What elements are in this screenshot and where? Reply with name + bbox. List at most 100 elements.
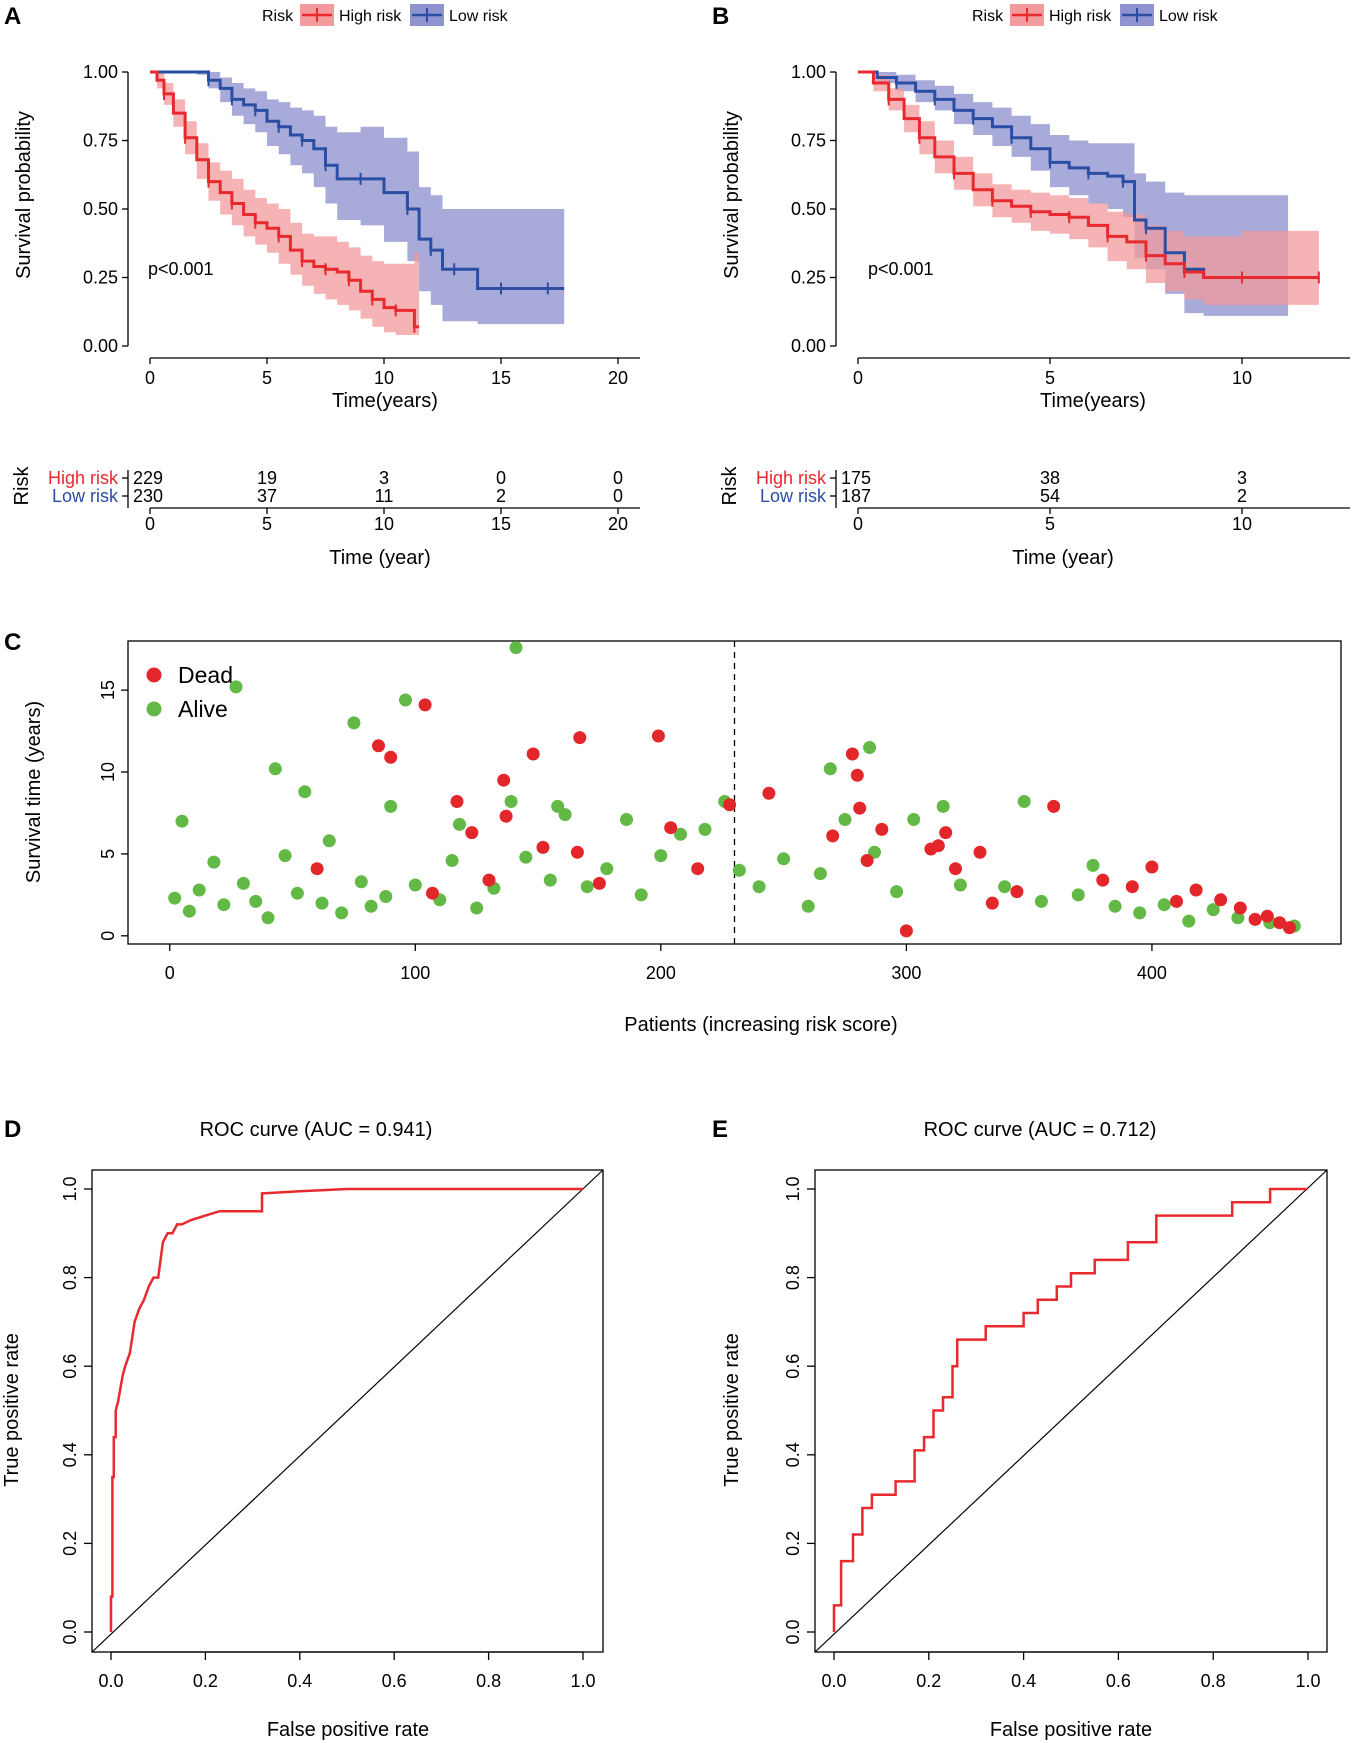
- roc-curve: [832, 1187, 1308, 1632]
- y-tick-label: 0.4: [60, 1442, 80, 1467]
- alive-point: [1182, 914, 1196, 928]
- ci-band-low-risk: [150, 72, 565, 325]
- alive-point: [453, 817, 466, 831]
- dead-point: [592, 876, 606, 890]
- km-legend-a: Risk High risk Low risk: [262, 4, 509, 26]
- risk-table-y-title: Risk: [11, 466, 33, 506]
- diagonal-reference-line: [814, 1169, 1328, 1653]
- dead-point: [845, 747, 859, 761]
- legend-label-low-risk: Low risk: [449, 8, 509, 25]
- y-tick-label: 0.50: [791, 199, 826, 219]
- x-tick-label: 0.2: [193, 1671, 218, 1691]
- x-tick-label: 0.4: [287, 1671, 312, 1691]
- dead-point: [426, 886, 439, 900]
- dead-point: [939, 826, 953, 840]
- risk-table-x-tick-label: 10: [374, 514, 394, 534]
- roc-plot-d: ROC curve (AUC = 0.941) True positive ra…: [1, 1119, 604, 1741]
- alive-point: [1017, 795, 1031, 808]
- dead-point: [1145, 860, 1159, 874]
- roc-curve: [109, 1187, 583, 1632]
- x-axis-title: Patients (increasing risk score): [624, 1014, 897, 1036]
- risk-count: 3: [1237, 468, 1247, 488]
- risk-count: 37: [257, 486, 277, 506]
- km-legend-b: Risk High risk Low risk: [972, 4, 1219, 26]
- dead-point: [1189, 883, 1203, 897]
- dead-point: [1096, 873, 1110, 887]
- x-tick-label: 100: [400, 963, 430, 983]
- legend-title: Risk: [262, 8, 294, 25]
- panel-label-c: C: [4, 629, 21, 656]
- alive-point: [558, 808, 572, 822]
- dead-point: [1282, 921, 1296, 935]
- alive-point: [379, 890, 393, 903]
- risk-table-x-tick-label: 0: [853, 514, 863, 534]
- x-tick-label: 0.2: [916, 1671, 941, 1691]
- y-tick-label: 0.6: [60, 1354, 80, 1379]
- x-tick-label: 0: [145, 368, 155, 388]
- x-axis-title: Time(years): [1040, 390, 1146, 412]
- panel-label-e: E: [712, 1116, 728, 1143]
- alive-point: [261, 911, 275, 925]
- dead-point: [1047, 799, 1061, 813]
- y-tick-label: 15: [98, 680, 118, 700]
- survival-curve-low-risk: [150, 70, 565, 290]
- alive-point: [445, 854, 459, 867]
- risk-count: 0: [613, 486, 623, 506]
- alive-point: [192, 883, 206, 897]
- alive-point: [752, 880, 766, 894]
- alive-point: [813, 867, 827, 881]
- y-tick-label: 0.75: [791, 131, 826, 151]
- alive-point: [298, 785, 312, 799]
- chart-title: ROC curve (AUC = 0.712): [924, 1119, 1157, 1141]
- x-tick-label: 0: [853, 368, 863, 388]
- alive-point: [777, 852, 791, 866]
- dead-point: [860, 854, 874, 867]
- dead-point: [482, 873, 496, 887]
- x-tick-label: 10: [1232, 368, 1252, 388]
- y-tick-label: 1.0: [783, 1176, 803, 1201]
- y-tick-label: 0.75: [83, 131, 118, 151]
- panel-label-d: D: [4, 1116, 21, 1143]
- survival-curve-high-risk: [858, 70, 1319, 279]
- dead-point: [573, 731, 587, 745]
- risk-count: 175: [841, 468, 871, 488]
- ci-band-high-risk: [150, 72, 420, 335]
- alive-point: [936, 799, 950, 813]
- risk-table-row-label: Low risk: [52, 486, 119, 506]
- x-tick-label: 0.6: [382, 1671, 407, 1691]
- risk-scatter-plot: Survival time (years) Patients (increasi…: [23, 640, 1342, 1036]
- alive-point: [620, 813, 633, 826]
- y-tick-label: 0.8: [783, 1265, 803, 1290]
- km-plot-b: Risk High risk Low risk Survival probabi…: [719, 4, 1350, 569]
- y-tick-label: 10: [98, 762, 118, 782]
- risk-count: 2: [1237, 486, 1247, 506]
- x-tick-label: 0.0: [98, 1671, 123, 1691]
- x-tick-label: 0.6: [1106, 1671, 1131, 1691]
- risk-table-x-title: Time (year): [329, 547, 430, 569]
- alive-point: [322, 834, 336, 848]
- alive-point: [654, 849, 668, 863]
- alive-point: [907, 813, 921, 826]
- risk-count: 11: [375, 486, 394, 506]
- dead-point: [899, 924, 913, 938]
- alive-point: [470, 901, 484, 915]
- alive-point: [315, 896, 329, 910]
- y-tick-label: 0.00: [791, 336, 826, 356]
- y-tick-label: 0.2: [783, 1531, 803, 1556]
- risk-table-x-title: Time (year): [1012, 547, 1113, 569]
- dead-point: [384, 750, 398, 764]
- dead-point: [1214, 893, 1228, 907]
- x-tick-label: 400: [1137, 963, 1167, 983]
- alive-point: [249, 894, 263, 908]
- dead-point: [691, 862, 705, 876]
- y-tick-label: 1.00: [791, 62, 826, 82]
- risk-table-y-title: Risk: [719, 466, 741, 506]
- y-tick-label: 0: [98, 931, 118, 941]
- alive-point: [580, 880, 594, 894]
- y-axis-title: Survival probability: [13, 111, 35, 279]
- alive-point: [347, 716, 361, 730]
- alive-point: [408, 878, 422, 892]
- dead-point: [1273, 916, 1287, 930]
